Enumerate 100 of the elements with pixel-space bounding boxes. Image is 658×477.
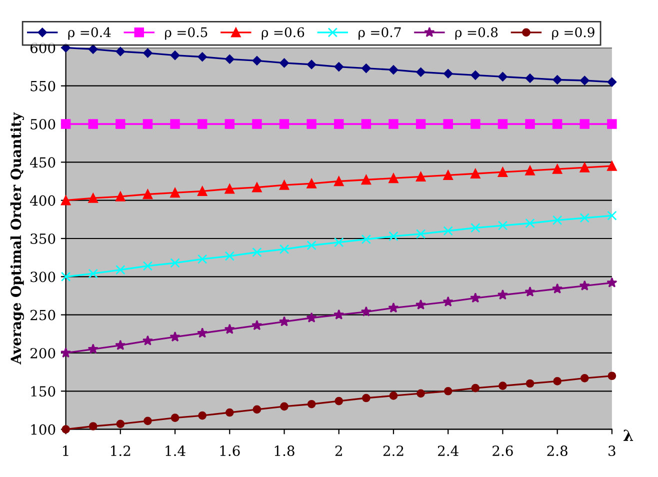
point [580, 374, 589, 382]
x-tick-label: 1.6 [220, 446, 240, 456]
point [197, 186, 208, 196]
point [580, 213, 590, 223]
point [416, 229, 426, 239]
point [580, 119, 590, 129]
point [525, 119, 535, 129]
point [306, 178, 316, 188]
y-tick-label: 300 [30, 272, 56, 282]
point [224, 251, 235, 261]
point [252, 247, 262, 258]
y-tick-label: 100 [31, 424, 56, 435]
point [415, 299, 426, 310]
point [525, 218, 535, 228]
y-tick-label: 600 [30, 42, 56, 54]
legend-label: ρ =0.5 [165, 27, 208, 40]
point [224, 184, 235, 194]
point [170, 331, 180, 342]
point [143, 48, 152, 58]
x-tick-label: 1 [63, 446, 68, 456]
point [552, 215, 562, 226]
point [470, 292, 481, 303]
y-tick-label: 500 [30, 118, 56, 130]
point [88, 422, 98, 430]
point [334, 237, 344, 248]
point [362, 64, 371, 73]
point [470, 222, 480, 233]
point [498, 119, 508, 129]
point [416, 68, 426, 77]
point [252, 405, 262, 414]
point [224, 324, 235, 334]
point [116, 119, 126, 129]
x-tick-label: 2.8 [547, 446, 568, 456]
point [526, 379, 534, 388]
y-tick-label: 350 [30, 233, 56, 244]
point [388, 173, 398, 184]
point [197, 254, 208, 264]
x-tick-label: 2.6 [492, 446, 513, 456]
point [280, 402, 288, 411]
point [306, 312, 317, 322]
point [170, 188, 180, 198]
point [552, 283, 563, 294]
point [170, 119, 180, 129]
point [198, 52, 207, 62]
point [607, 119, 617, 129]
point [524, 286, 536, 297]
y-tick-label: 550 [30, 80, 56, 92]
point [334, 309, 344, 320]
y-tick-label: 400 [30, 195, 56, 206]
x-tick-label: 2.4 [438, 446, 458, 456]
point [334, 396, 344, 406]
point [388, 119, 398, 129]
point [88, 119, 98, 129]
point [388, 65, 398, 74]
point [278, 316, 290, 326]
point [88, 268, 98, 278]
point [442, 296, 454, 306]
x-tick-label: 2.2 [383, 446, 404, 456]
point [142, 189, 153, 200]
point [224, 119, 235, 129]
point [142, 261, 153, 271]
y-tick-label: 200 [30, 348, 56, 358]
point [306, 119, 316, 129]
point [361, 234, 372, 244]
point [388, 231, 398, 242]
point [552, 75, 562, 84]
point [416, 172, 426, 182]
point [306, 60, 316, 70]
point [498, 167, 508, 177]
point [552, 119, 562, 129]
point [116, 264, 126, 275]
point [60, 119, 71, 129]
point [116, 420, 125, 428]
point [525, 166, 535, 176]
point [416, 389, 425, 398]
x-axis-title: λ [624, 430, 634, 441]
legend-label: ρ =0.6 [262, 27, 304, 40]
point [60, 272, 71, 282]
point [525, 74, 535, 83]
y-axis-title: Average Optimal Order Quantity [10, 112, 24, 364]
point [60, 347, 72, 358]
point [198, 411, 206, 420]
point [144, 416, 152, 426]
point [225, 408, 234, 417]
point [498, 220, 508, 230]
point [170, 414, 180, 422]
x-tick-label: 2 [335, 446, 342, 456]
point [498, 72, 508, 82]
point [388, 302, 399, 313]
point [307, 400, 316, 408]
legend-label: ρ =0.4 [68, 27, 111, 40]
point [443, 170, 453, 180]
point [444, 386, 452, 396]
y-tick-label: 150 [31, 386, 56, 397]
point [360, 306, 372, 316]
point [580, 76, 590, 86]
point [361, 174, 372, 185]
point [553, 377, 562, 386]
point [279, 180, 290, 190]
point [279, 119, 290, 129]
